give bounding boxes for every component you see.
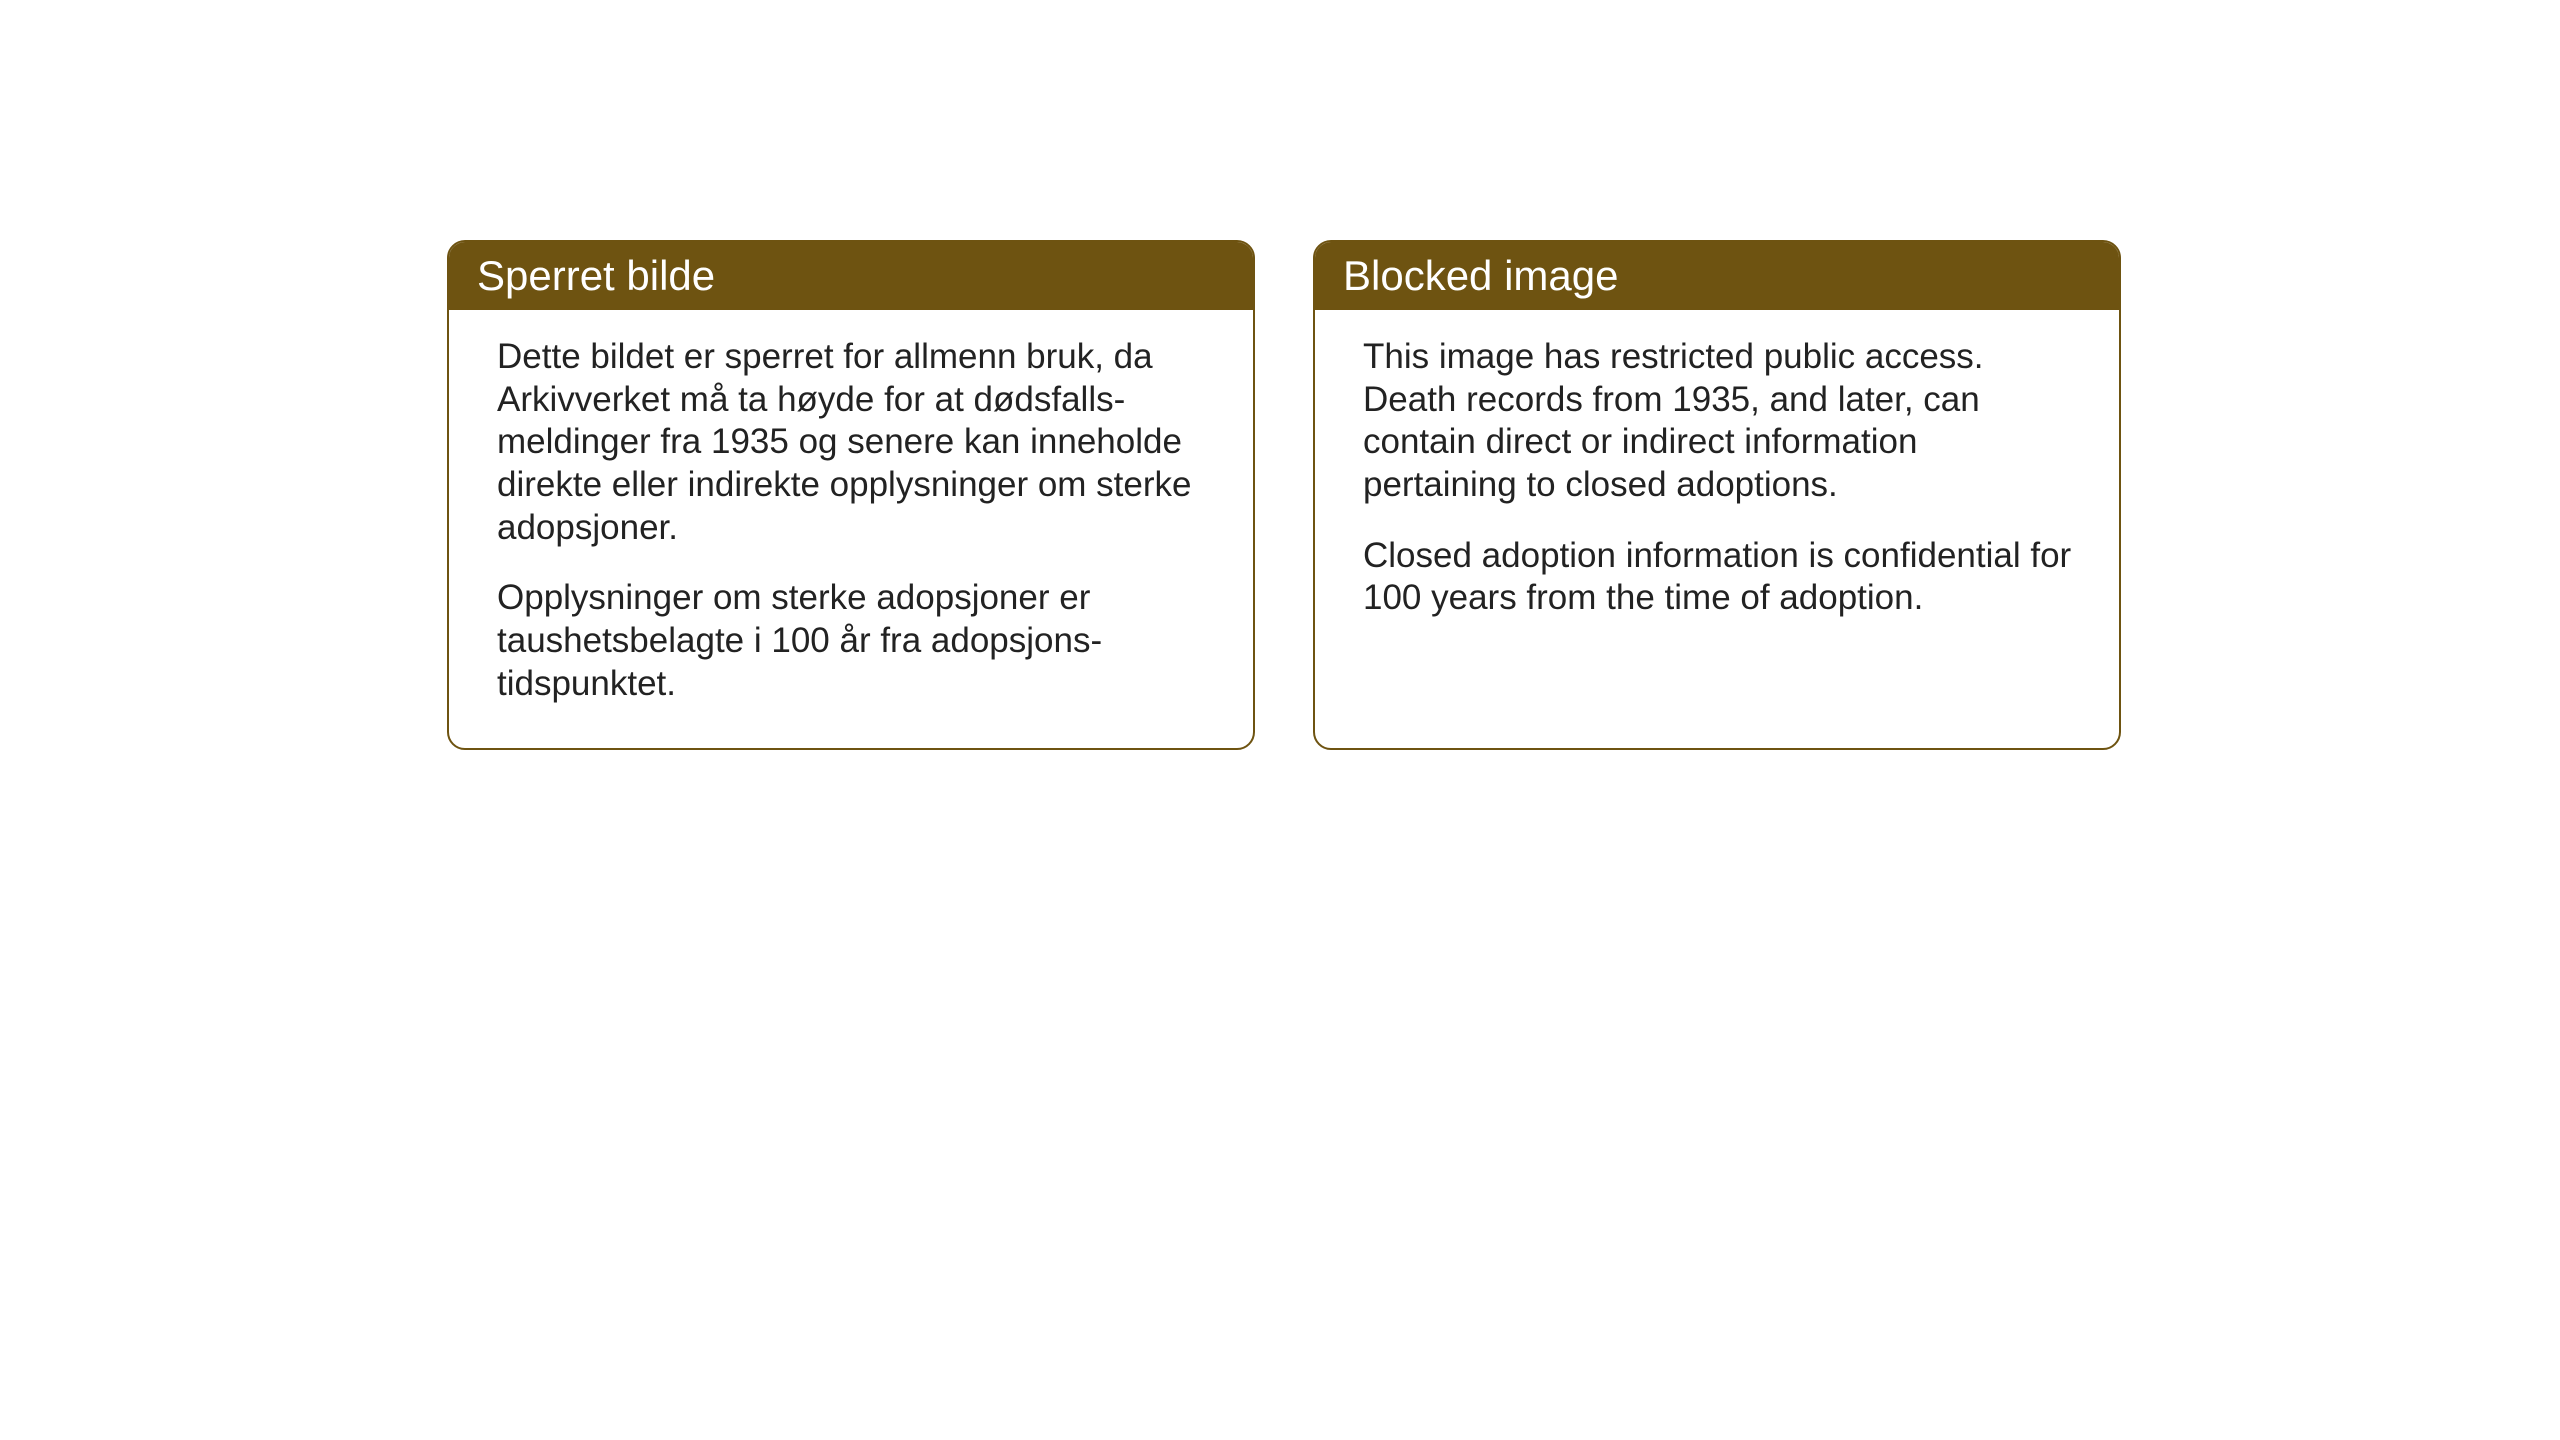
card-english-title: Blocked image <box>1343 252 1618 299</box>
card-english: Blocked image This image has restricted … <box>1313 240 2121 750</box>
card-norwegian-header: Sperret bilde <box>449 242 1253 310</box>
card-norwegian-paragraph-2: Opplysninger om sterke adopsjoner er tau… <box>497 577 1209 705</box>
card-english-paragraph-1: This image has restricted public access.… <box>1363 336 2075 507</box>
card-english-header: Blocked image <box>1315 242 2119 310</box>
cards-container: Sperret bilde Dette bildet er sperret fo… <box>447 240 2121 750</box>
card-english-body: This image has restricted public access.… <box>1315 310 2119 660</box>
card-norwegian-paragraph-1: Dette bildet er sperret for allmenn bruk… <box>497 336 1209 549</box>
card-norwegian: Sperret bilde Dette bildet er sperret fo… <box>447 240 1255 750</box>
card-english-paragraph-2: Closed adoption information is confident… <box>1363 535 2075 620</box>
card-norwegian-body: Dette bildet er sperret for allmenn bruk… <box>449 310 1253 746</box>
card-norwegian-title: Sperret bilde <box>477 252 715 299</box>
